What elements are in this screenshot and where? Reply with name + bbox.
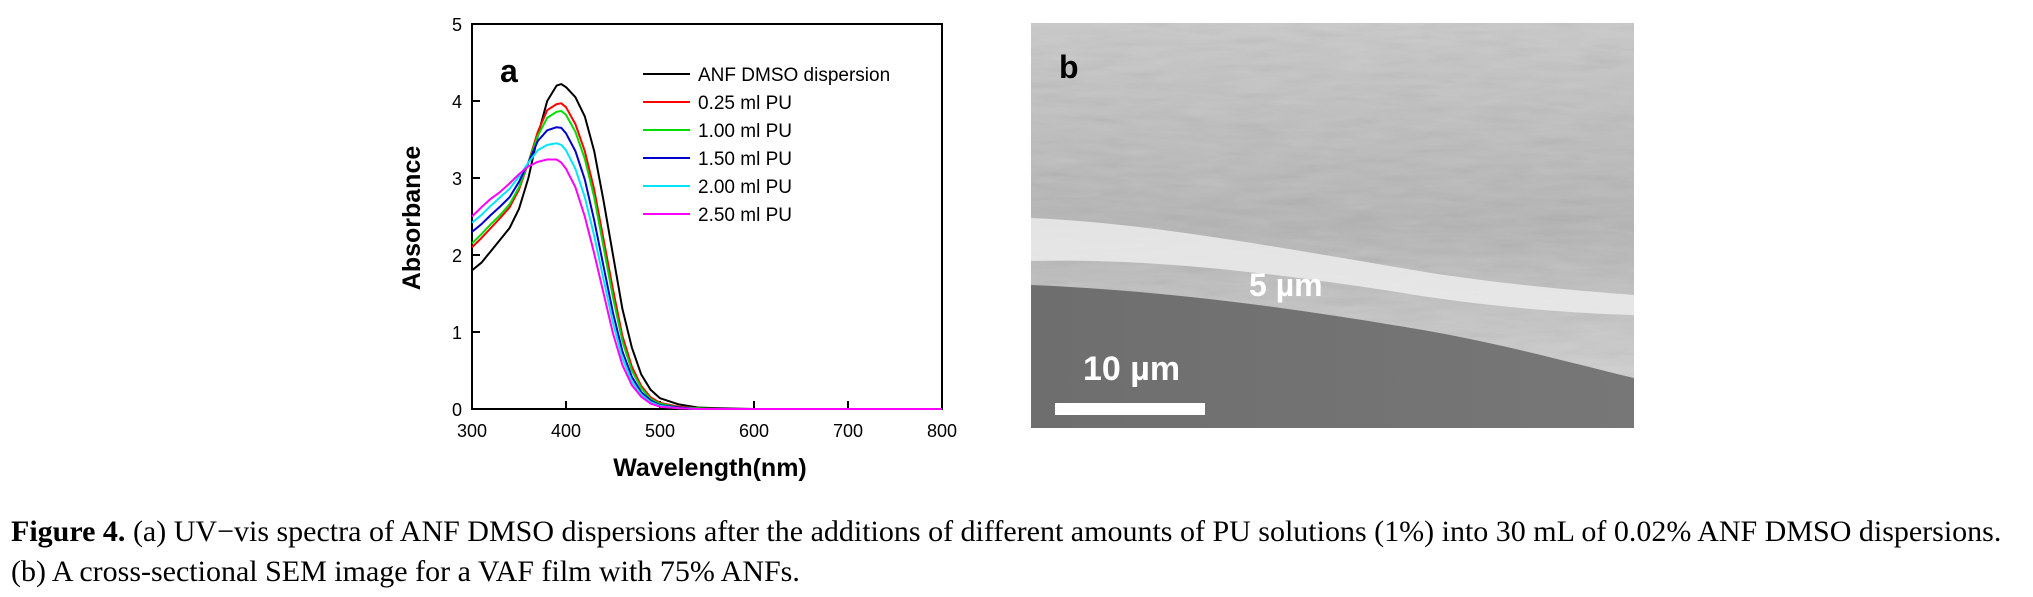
y-tick-label: 0 — [452, 400, 462, 420]
panel-letter-a: a — [500, 53, 518, 89]
legend-label: 2.00 ml PU — [698, 177, 792, 198]
scale-bar-label: 10 µm — [1083, 350, 1181, 388]
y-tick-label: 1 — [452, 323, 462, 343]
x-tick-label: 800 — [927, 421, 957, 441]
y-tick-label: 3 — [452, 169, 462, 189]
x-axis-label: Wavelength(nm) — [613, 454, 807, 482]
y-tick-label: 5 — [452, 15, 462, 35]
sem-image-panel: b 5 µm 10 µm — [1031, 23, 1634, 428]
uv-vis-chart: 300 400 500 600 700 800 0 1 2 3 4 5 ANF DMSO disper… — [398, 15, 957, 482]
legend-label: 0.25 ml PU — [698, 93, 792, 114]
x-tick-label: 500 — [645, 421, 675, 441]
series-line-0 — [471, 83, 942, 410]
x-tick-label: 400 — [551, 421, 581, 441]
y-tick-label: 4 — [452, 92, 462, 112]
x-tick-label: 600 — [739, 421, 769, 441]
scale-bar — [1055, 403, 1205, 415]
series-line-5 — [471, 158, 942, 410]
film-thickness-label: 5 µm — [1249, 267, 1323, 303]
legend-label: 2.50 ml PU — [698, 205, 792, 226]
sem-micrograph — [1031, 23, 1634, 428]
caption-text: (a) UV−vis spectra of ANF DMSO dispersio… — [11, 515, 2002, 588]
panel-letter-b: b — [1059, 49, 1079, 85]
caption-label: Figure 4. — [11, 515, 126, 548]
y-axis-label: Absorbance — [398, 146, 426, 291]
legend-label: 1.50 ml PU — [698, 149, 792, 170]
legend-label: ANF DMSO dispersion — [698, 65, 890, 86]
legend-label: 1.00 ml PU — [698, 121, 792, 142]
x-tick-label: 700 — [833, 421, 863, 441]
y-tick-label: 2 — [452, 246, 462, 266]
figure-caption: Figure 4. (a) UV−vis spectra of ANF DMSO… — [11, 512, 2026, 592]
x-tick-label: 300 — [457, 421, 487, 441]
